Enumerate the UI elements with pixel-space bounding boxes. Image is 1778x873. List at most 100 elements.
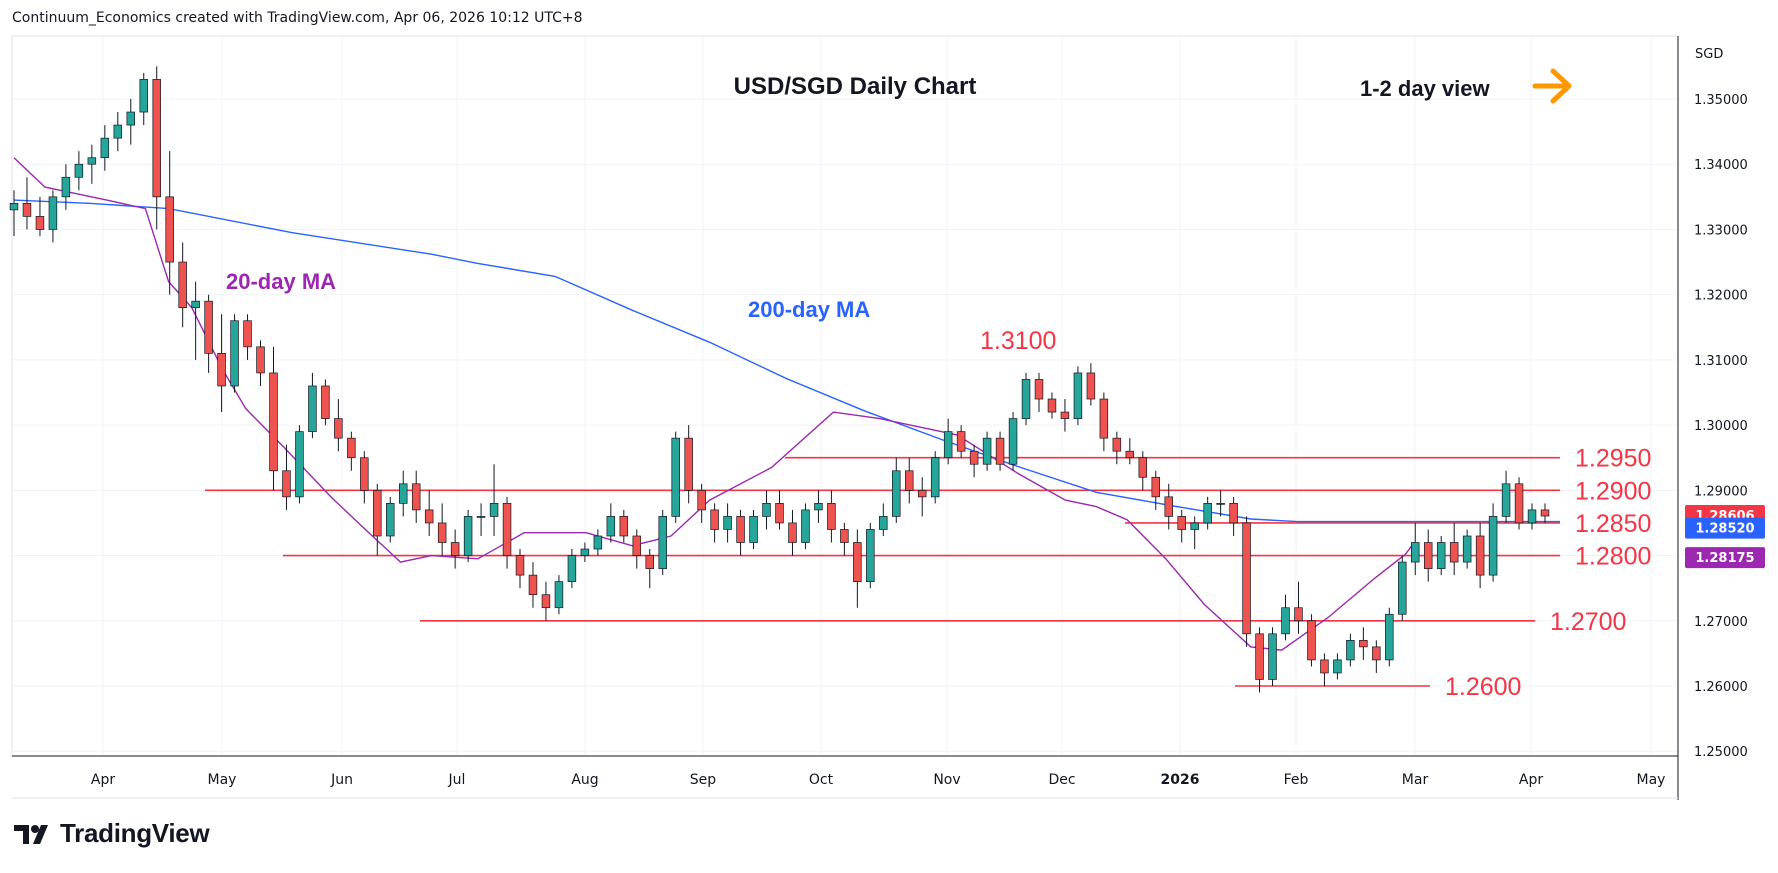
- time-tick-label: Jun: [330, 772, 353, 788]
- candle-up: [126, 111, 136, 126]
- ma20-label: 20-day MA: [226, 269, 336, 294]
- tradingview-logo[interactable]: TradingView: [14, 818, 210, 849]
- candle-down: [1423, 542, 1433, 569]
- level-label: 1.2800: [1575, 543, 1651, 571]
- candle-up: [1527, 509, 1537, 524]
- candle-down: [165, 196, 174, 263]
- candle-up: [554, 581, 564, 609]
- candle-down: [515, 555, 525, 576]
- candle-up: [9, 203, 19, 211]
- candle-down: [995, 437, 1005, 465]
- candle-up: [398, 483, 408, 504]
- candle-down: [827, 503, 836, 530]
- tradingview-wordmark: TradingView: [60, 818, 210, 848]
- candle-up: [1281, 607, 1290, 635]
- candle-up: [1008, 418, 1018, 465]
- candle-down: [360, 457, 369, 491]
- candle-down: [645, 555, 654, 569]
- price-tag-label: 1.28175: [1695, 551, 1754, 566]
- candle-down: [1540, 509, 1550, 517]
- candle-down: [347, 437, 356, 459]
- price-tag: [1685, 547, 1765, 569]
- support-resistance-levels: 1.2950 1.2900 1.2850 1.2800 1.2700 1.2600: [205, 445, 1651, 701]
- candle-down: [1047, 398, 1057, 413]
- candle-up: [191, 300, 200, 309]
- candle-up: [1488, 516, 1498, 576]
- candle-up: [930, 457, 940, 498]
- time-tick-label: Sep: [690, 772, 717, 788]
- time-tick-label: Apr: [1519, 772, 1543, 788]
- view-label: 1-2 day view: [1360, 76, 1491, 101]
- candle-down: [217, 353, 226, 387]
- candle-down: [788, 522, 797, 543]
- time-tick-label: May: [208, 772, 237, 788]
- candle-down: [1164, 496, 1173, 517]
- time-tick-label: Mar: [1402, 772, 1429, 788]
- candle-up: [879, 516, 888, 530]
- currency-label: SGD: [1695, 47, 1723, 62]
- candle-down: [1307, 620, 1316, 661]
- candle-up: [386, 503, 395, 537]
- candle-down: [1138, 457, 1148, 478]
- candle-up: [48, 196, 58, 230]
- plot-area: [11, 35, 1679, 757]
- candle-up: [943, 431, 953, 459]
- candle-down: [1475, 535, 1485, 576]
- candle-up: [723, 516, 732, 530]
- candle-down: [853, 542, 862, 582]
- candle-down: [243, 320, 252, 348]
- candle-up: [87, 157, 97, 165]
- time-tick-label: May: [1637, 772, 1666, 788]
- candle-up: [982, 437, 992, 465]
- ma200-line: [13, 199, 1560, 523]
- time-tick-label: Jul: [448, 772, 466, 788]
- price-tick-label: 1.34000: [1694, 158, 1748, 173]
- candle-down: [334, 418, 343, 439]
- candle-down: [1229, 503, 1238, 524]
- candle-down: [256, 346, 265, 374]
- candle-up: [606, 516, 616, 537]
- candle-down: [710, 509, 719, 530]
- candle-up: [230, 320, 239, 387]
- candle-down: [152, 79, 161, 198]
- candle-up: [1333, 659, 1342, 674]
- candle-down: [269, 372, 278, 472]
- candle-down: [528, 574, 538, 596]
- candle-down: [1099, 398, 1109, 439]
- candle-down: [619, 516, 629, 537]
- candle-down: [1151, 476, 1161, 498]
- candle-up: [489, 503, 499, 517]
- time-tick-label: Aug: [571, 772, 598, 788]
- candle-down: [437, 522, 447, 543]
- ma200-label: 200-day MA: [748, 297, 870, 322]
- time-tick-label: Nov: [933, 772, 960, 788]
- time-axis[interactable]: Apr May Jun Jul Aug Sep Oct Nov Dec 2026 Feb Mar Apr…: [91, 772, 1666, 788]
- candle-down: [321, 385, 330, 419]
- candle-down: [684, 437, 693, 491]
- candle-down: [1242, 522, 1251, 635]
- time-tick-label: Feb: [1284, 772, 1309, 788]
- price-tick-label: 1.31000: [1694, 354, 1748, 369]
- candle-down: [450, 542, 460, 556]
- candlesticks: [9, 66, 1550, 693]
- price-tag: [1685, 517, 1765, 539]
- candle-up: [1021, 379, 1031, 419]
- candle-down: [373, 489, 382, 537]
- candle-down: [1320, 659, 1329, 674]
- candle-up: [61, 176, 71, 198]
- candle-down: [969, 450, 979, 465]
- price-tick-label: 1.33000: [1694, 223, 1748, 238]
- candle-down: [1086, 372, 1096, 400]
- candle-up: [658, 516, 667, 569]
- price-tick-label: 1.27000: [1694, 615, 1748, 630]
- price-axis[interactable]: 1.35000 1.34000 1.33000 1.32000 1.31000 1.300…: [1694, 93, 1748, 760]
- candle-up: [814, 503, 823, 511]
- candle-up: [113, 124, 123, 139]
- candle-up: [567, 555, 577, 582]
- candle-down: [917, 489, 927, 498]
- candle-up: [671, 437, 680, 517]
- candle-down: [632, 535, 642, 556]
- candle-up: [580, 548, 590, 556]
- candle-down: [1294, 607, 1303, 622]
